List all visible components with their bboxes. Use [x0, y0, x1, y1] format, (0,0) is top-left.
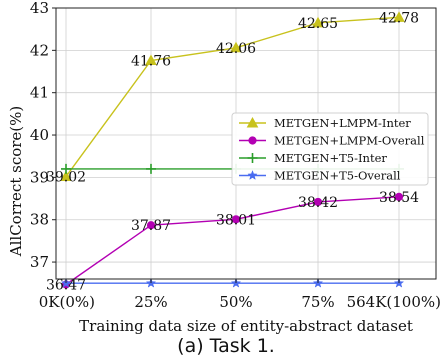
x-tick-label: 564K(100%)	[347, 293, 441, 311]
data-point-marker	[313, 197, 323, 207]
legend: METGEN+LMPM-Inter METGEN+LMPM-Overall METG…	[231, 112, 429, 186]
x-axis-ticks: 0K(0%) 25% 50% 75% 564K(100%)	[39, 279, 441, 311]
data-label: 38.54	[379, 190, 419, 206]
data-label: 38.01	[216, 212, 256, 228]
figure-caption: (a) Task 1.	[177, 335, 275, 357]
series-line	[65, 196, 400, 286]
y-tick-label: 39	[30, 168, 49, 186]
x-axis-label: Training data size of entity-abstract da…	[79, 317, 413, 335]
legend-box	[231, 112, 429, 186]
x-tick-label: 25%	[134, 293, 167, 311]
plot-frame	[55, 7, 437, 280]
data-label: 41.76	[131, 54, 171, 70]
data-point-marker	[394, 192, 404, 201]
legend-item: METGEN+T5-Inter	[239, 151, 387, 165]
legend-item: METGEN+LMPM-Inter	[239, 116, 411, 130]
x-tick-label: 50%	[219, 293, 252, 311]
legend-label: METGEN+LMPM-Inter	[274, 116, 411, 130]
series-layer	[60, 11, 405, 289]
legend-marker	[247, 153, 258, 163]
y-tick-label: 38	[30, 211, 49, 229]
series-3	[60, 277, 405, 288]
data-label: 38.42	[298, 195, 338, 211]
legend-marker	[246, 116, 259, 128]
y-axis-ticks: 37 38 39 40 41 42 43	[30, 0, 56, 271]
legend-label: METGEN+LMPM-Overall	[274, 134, 425, 148]
series-1	[61, 192, 404, 289]
y-tick-label: 37	[30, 253, 49, 271]
y-tick-label: 42	[30, 41, 49, 59]
data-label: 42.06	[216, 41, 256, 57]
data-point-marker	[146, 163, 156, 174]
legend-marker	[248, 136, 257, 145]
y-axis-label: AllCorrect score(%)	[7, 106, 25, 257]
data-label: 42.78	[379, 10, 419, 26]
data-point-marker	[231, 215, 241, 224]
x-tick-label: 75%	[301, 293, 334, 311]
data-point-marker	[145, 54, 157, 66]
y-tick-label: 43	[30, 0, 49, 17]
data-point-marker	[60, 170, 72, 182]
data-point-marker	[312, 16, 324, 28]
legend-label: METGEN+T5-Inter	[274, 151, 387, 165]
data-point-marker	[230, 41, 242, 53]
legend-item: METGEN+T5-Overall	[239, 169, 401, 183]
data-point-marker	[146, 221, 156, 230]
legend-label: METGEN+T5-Overall	[274, 169, 401, 183]
legend-item: METGEN+LMPM-Overall	[239, 134, 425, 148]
series-0	[60, 11, 405, 182]
data-labels: 39.02 41.76 42.06 42.65 42.78 36.47 37.87 38.01…	[46, 10, 419, 293]
data-label: 42.65	[298, 16, 338, 32]
data-label: 36.47	[46, 278, 86, 294]
data-label: 39.02	[46, 170, 86, 186]
x-tick-label: 0K(0%)	[39, 293, 95, 311]
data-point-marker	[61, 163, 71, 174]
y-tick-label: 40	[30, 126, 49, 144]
data-point-marker	[393, 11, 405, 22]
legend-marker	[247, 169, 258, 180]
data-label: 37.87	[131, 218, 171, 234]
y-tick-label: 41	[30, 84, 49, 102]
